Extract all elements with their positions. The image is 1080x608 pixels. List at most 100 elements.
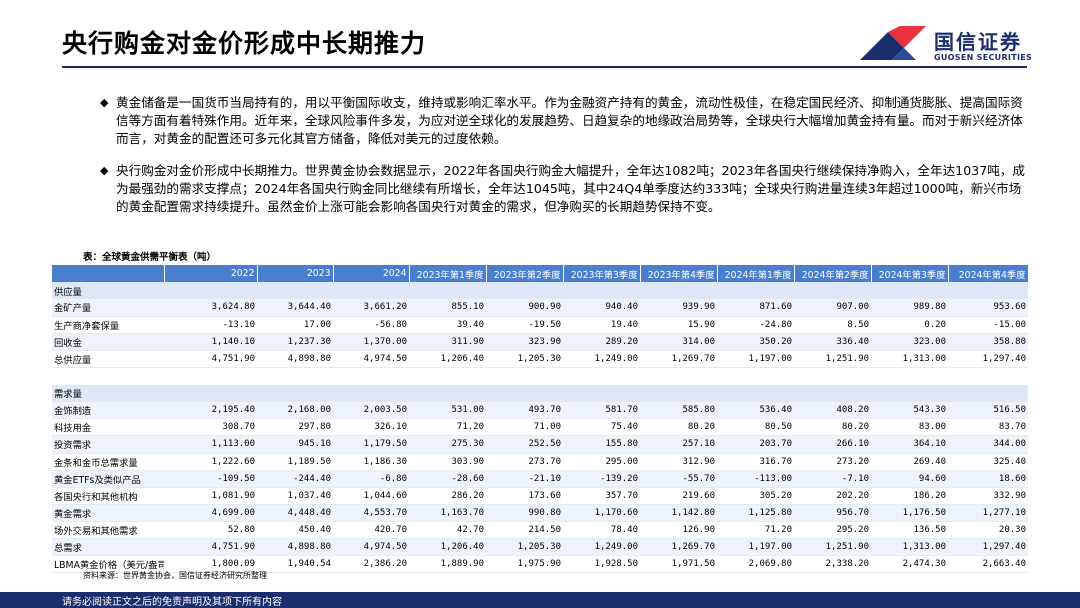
table-cell — [333, 282, 409, 300]
disclaimer-text: 请务必阅读正文之后的免责声明及其项下所有内容 — [62, 597, 282, 608]
table-cell: 420.70 — [333, 521, 409, 540]
table-cell: 1,889.90 — [409, 555, 486, 574]
table-cell: 531.00 — [409, 401, 486, 420]
table-cell: 94.60 — [871, 470, 948, 488]
table-cell: 1,940.54 — [257, 555, 333, 574]
table-cell — [333, 384, 409, 402]
table-row: 科技用金 308.70 297.80 326.10 71.20 71.00 75.40 80.… — [52, 418, 1028, 437]
table-cell: 1,037.40 — [257, 487, 333, 505]
table-cell — [640, 282, 717, 300]
table-cell: 323.90 — [486, 333, 563, 351]
table-cell: 408.20 — [794, 401, 871, 420]
table-cell: 1,297.40 — [948, 350, 1028, 369]
table-cell: 344.00 — [948, 435, 1028, 454]
table-cell: 312.90 — [640, 453, 717, 471]
paragraph-central-bank-buying: ◆ 央行购金对金价形成中长期推力。世界黄金协会数据显示，2022年各国央行购金大… — [100, 162, 1030, 216]
table-cell: 326.10 — [333, 418, 409, 437]
table-cell: 990.80 — [486, 504, 563, 522]
table-cell: 20.30 — [948, 521, 1028, 540]
table-cell — [640, 367, 717, 385]
table-cell: 1,313.00 — [871, 538, 948, 557]
table-cell: 939.90 — [640, 299, 717, 317]
table-cell: 4,751.90 — [164, 538, 257, 557]
table-cell: 493.70 — [486, 401, 563, 420]
table-cell: 358.80 — [948, 333, 1028, 351]
table-cell: 203.70 — [717, 435, 794, 454]
table-cell: 4,898.80 — [257, 538, 333, 557]
table-cell: -244.40 — [257, 470, 333, 488]
table-cell: 4,448.40 — [257, 504, 333, 522]
table-cell: 266.10 — [794, 435, 871, 454]
table-row: 黄金ETFs及类似产品 -109.50 -244.40 -6.80 -28.60 -21.… — [52, 470, 1028, 488]
column-header: 2024 — [333, 265, 410, 283]
column-header: 2024年第3季度 — [871, 265, 949, 283]
table-cell: 1,222.60 — [164, 453, 257, 471]
table-cell: 2,168.00 — [257, 401, 333, 420]
table-cell: 295.20 — [794, 521, 871, 540]
table-cell: 1,163.70 — [409, 504, 486, 522]
table-cell: 316.70 — [717, 453, 794, 471]
table-cell: 252.50 — [486, 435, 563, 454]
table-cell — [794, 367, 871, 385]
table-cell: 219.60 — [640, 487, 717, 505]
table-cell: 71.00 — [486, 418, 563, 437]
row-label: 投资需求 — [52, 435, 164, 454]
table-row: 金条和金币总需求量 1,222.60 1,189.50 1,186.30 303.90 2… — [52, 453, 1028, 471]
row-label: 供应量 — [52, 282, 164, 300]
table-cell: 273.70 — [486, 453, 563, 471]
diamond-bullet-icon: ◆ — [100, 96, 109, 109]
table-body: 供应量 金矿产量 3,624.80 3,644.40 3,661.20 855.10 900… — [52, 282, 1028, 574]
table-cell: 80.50 — [717, 418, 794, 437]
table-cell — [563, 282, 640, 300]
table-row: 场外交易和其他需求 52.80 450.40 420.70 42.70 214.50 78.… — [52, 521, 1028, 540]
table-cell: -19.50 — [486, 316, 563, 334]
table-cell: 1,125.80 — [717, 504, 794, 522]
table-cell: 71.20 — [409, 418, 486, 437]
column-header: 2023年第4季度 — [640, 265, 718, 283]
table-caption: 表：全球黄金供需平衡表（吨） — [83, 252, 217, 263]
table-cell: 1,269.70 — [640, 538, 717, 557]
table-cell: 4,553.70 — [333, 504, 409, 522]
table-cell — [257, 384, 333, 402]
table-row: 黄金需求 4,699.00 4,448.40 4,553.70 1,163.70 990.… — [52, 504, 1028, 522]
table-cell — [717, 367, 794, 385]
row-label: 回收金 — [52, 333, 164, 351]
table-cell: -13.10 — [164, 316, 257, 334]
table-cell: 1,269.70 — [640, 350, 717, 369]
table-cell: 332.90 — [948, 487, 1028, 505]
row-label: 金矿产量 — [52, 299, 164, 317]
table-row: 各国央行和其他机构 1,081.90 1,037.40 1,044.60 286.20 1… — [52, 487, 1028, 505]
table-cell: 1,313.00 — [871, 350, 948, 369]
table-cell: 2,003.50 — [333, 401, 409, 420]
table-cell: -139.20 — [563, 470, 640, 488]
table-cell: 1,170.60 — [563, 504, 640, 522]
table-cell: 1,044.60 — [333, 487, 409, 505]
table-cell: 286.20 — [409, 487, 486, 505]
table-cell — [871, 384, 948, 402]
table-cell: 80.20 — [794, 418, 871, 437]
table-cell: 907.00 — [794, 299, 871, 317]
row-label: 金饰制造 — [52, 401, 164, 420]
table-cell: 1,189.50 — [257, 453, 333, 471]
table-cell: 4,974.50 — [333, 350, 409, 369]
diamond-bullet-icon: ◆ — [100, 164, 109, 177]
table-cell: 1,176.50 — [871, 504, 948, 522]
source-note: 资料来源：世界黄金协会，国信证券经济研究所整理 — [83, 571, 267, 580]
table-cell: 19.40 — [563, 316, 640, 334]
table-cell: 585.80 — [640, 401, 717, 420]
table-cell — [164, 384, 257, 402]
table-cell: 173.60 — [486, 487, 563, 505]
table-cell: 42.70 — [409, 521, 486, 540]
table-cell: 155.80 — [563, 435, 640, 454]
table-cell — [871, 367, 948, 385]
row-label: 黄金ETFs及类似产品 — [52, 470, 164, 488]
table-cell: 71.20 — [717, 521, 794, 540]
table-cell: 1,205.30 — [486, 350, 563, 369]
table-row: 生产商净套保量 -13.10 17.00 -56.80 39.40 -19.50 19.40… — [52, 316, 1028, 334]
table-cell: 83.00 — [871, 418, 948, 437]
table-cell: 536.40 — [717, 401, 794, 420]
table-cell: 83.70 — [948, 418, 1028, 437]
table-cell — [871, 282, 948, 300]
column-header — [52, 265, 165, 283]
table-row: 金饰制造 2,195.40 2,168.00 2,003.50 531.00 493.70… — [52, 401, 1028, 420]
